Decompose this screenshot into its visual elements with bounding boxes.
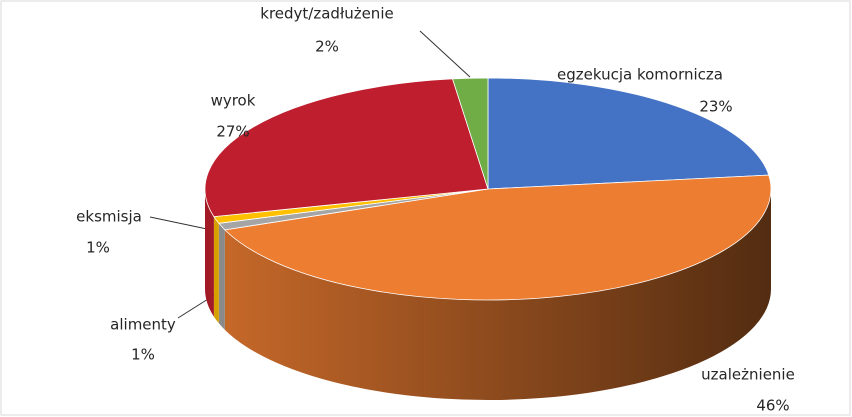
leader-line xyxy=(149,216,208,230)
value-label: 27% xyxy=(216,123,249,141)
slice-side xyxy=(224,189,771,400)
value-label: 1% xyxy=(86,239,110,257)
leader-line xyxy=(419,30,471,78)
category-label: egzekucja komornicza xyxy=(557,66,723,84)
pie xyxy=(204,77,772,400)
category-label: alimenty xyxy=(110,316,176,334)
value-label: 2% xyxy=(315,38,339,56)
category-label: uzależnienie xyxy=(701,366,795,384)
category-label: wyrok xyxy=(211,92,256,110)
category-label: kredyt/zadłużenie xyxy=(260,5,393,23)
value-label: 46% xyxy=(756,397,789,415)
value-label: 23% xyxy=(699,98,732,116)
slice xyxy=(487,77,770,190)
slice xyxy=(204,78,489,218)
category-label: eksmisja xyxy=(76,208,142,226)
value-label: 1% xyxy=(131,346,155,364)
slice-side xyxy=(205,189,214,317)
labels: egzekucja komornicza 23% uzależnienie 46% al… xyxy=(76,5,795,415)
slice-side xyxy=(213,216,219,324)
slice-side xyxy=(218,223,225,330)
slice xyxy=(451,77,489,190)
slice xyxy=(224,174,772,301)
